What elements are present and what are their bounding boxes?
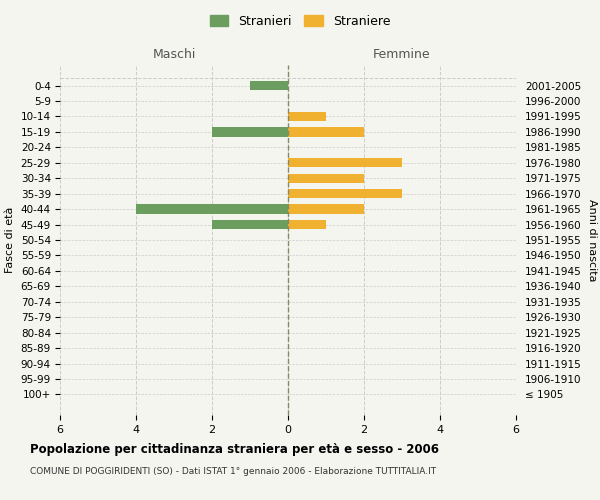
Y-axis label: Fasce di età: Fasce di età: [5, 207, 15, 273]
Bar: [288, 220, 326, 229]
Bar: [136, 204, 288, 214]
Bar: [288, 174, 364, 183]
Bar: [250, 81, 288, 90]
Bar: [212, 127, 288, 136]
Text: COMUNE DI POGGIRIDENTI (SO) - Dati ISTAT 1° gennaio 2006 - Elaborazione TUTTITAL: COMUNE DI POGGIRIDENTI (SO) - Dati ISTAT…: [30, 468, 436, 476]
Text: Femmine: Femmine: [373, 48, 431, 62]
Bar: [288, 127, 364, 136]
Bar: [288, 158, 402, 168]
Text: Popolazione per cittadinanza straniera per età e sesso - 2006: Popolazione per cittadinanza straniera p…: [30, 442, 439, 456]
Bar: [288, 112, 326, 121]
Text: Maschi: Maschi: [152, 48, 196, 62]
Bar: [288, 204, 364, 214]
Y-axis label: Anni di nascita: Anni di nascita: [587, 198, 598, 281]
Bar: [288, 189, 402, 198]
Bar: [212, 220, 288, 229]
Legend: Stranieri, Straniere: Stranieri, Straniere: [206, 11, 394, 32]
